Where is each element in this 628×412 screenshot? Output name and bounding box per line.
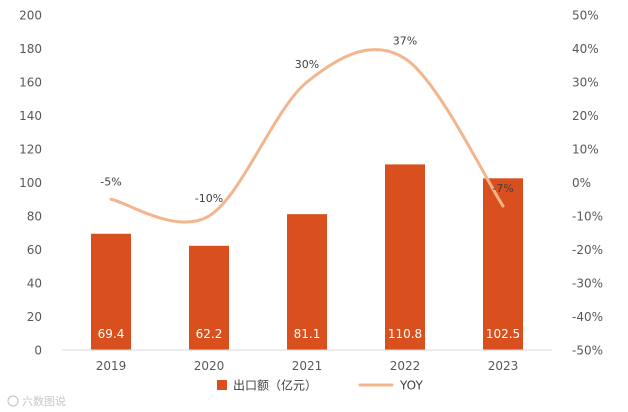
yoy-value-label: -10% <box>195 192 223 205</box>
right-tick-label: -20% <box>572 243 603 257</box>
watermark: 六数图说 <box>7 394 66 408</box>
bar <box>189 245 229 350</box>
right-tick-label: -50% <box>572 344 603 358</box>
left-tick-label: 140 <box>19 109 42 123</box>
right-tick-label: 20% <box>572 109 599 123</box>
x-axis-ticks: 2019 2020 2021 2022 2023 <box>96 359 519 373</box>
left-tick-label: 200 <box>19 9 42 23</box>
bar-value-label: 69.4 <box>98 327 125 341</box>
yoy-value-label: 37% <box>393 35 417 48</box>
bar-series <box>91 164 523 350</box>
watermark-text: 六数图说 <box>22 394 66 408</box>
yoy-line <box>109 48 505 224</box>
left-tick-label: 100 <box>19 176 42 190</box>
x-tick-label: 2020 <box>194 359 225 373</box>
bar-value-label: 102.5 <box>486 327 520 341</box>
x-tick-label: 2019 <box>96 359 127 373</box>
x-tick-label: 2022 <box>390 359 421 373</box>
bar-value-labels: 69.4 62.2 81.1 110.8 102.5 <box>98 327 521 341</box>
bar-value-label: 110.8 <box>388 327 422 341</box>
right-tick-label: 30% <box>572 76 599 90</box>
x-tick-label: 2023 <box>488 359 519 373</box>
legend: 出口额（亿元） YOY <box>217 378 423 393</box>
bar-value-label: 62.2 <box>196 327 223 341</box>
left-tick-label: 80 <box>27 210 42 224</box>
legend-line-label: YOY <box>399 379 423 393</box>
yoy-value-label: -5% <box>100 175 121 188</box>
left-axis-ticks: 0 20 40 60 80 100 120 140 160 180 200 <box>19 9 42 358</box>
right-tick-label: 50% <box>572 9 599 23</box>
yoy-value-labels: -5% -10% 30% 37% -7% <box>100 35 513 205</box>
bar <box>91 233 131 350</box>
right-tick-label: -40% <box>572 310 603 324</box>
bar <box>287 214 327 350</box>
legend-bar-swatch <box>217 380 227 390</box>
left-tick-label: 0 <box>34 344 42 358</box>
yoy-value-label: 30% <box>295 58 319 71</box>
left-tick-label: 20 <box>27 310 42 324</box>
bar-value-label: 81.1 <box>294 327 321 341</box>
right-tick-label: -30% <box>572 277 603 291</box>
left-tick-label: 60 <box>27 243 42 257</box>
bar <box>385 164 425 350</box>
right-tick-label: 10% <box>572 143 599 157</box>
watermark-logo-icon <box>7 395 19 407</box>
left-tick-label: 180 <box>19 42 42 56</box>
right-tick-label: 40% <box>572 42 599 56</box>
right-axis-ticks: -50% -40% -30% -20% -10% 0% 10% 20% 30% 40% 50% <box>572 9 603 358</box>
legend-bar-label: 出口额（亿元） <box>233 378 317 393</box>
left-tick-label: 160 <box>19 76 42 90</box>
right-tick-label: 0% <box>572 176 591 190</box>
x-tick-label: 2021 <box>292 359 323 373</box>
right-tick-label: -10% <box>572 210 603 224</box>
yoy-series <box>109 48 505 224</box>
yoy-value-label: -7% <box>492 182 513 195</box>
left-tick-label: 120 <box>19 143 42 157</box>
left-tick-label: 40 <box>27 277 42 291</box>
